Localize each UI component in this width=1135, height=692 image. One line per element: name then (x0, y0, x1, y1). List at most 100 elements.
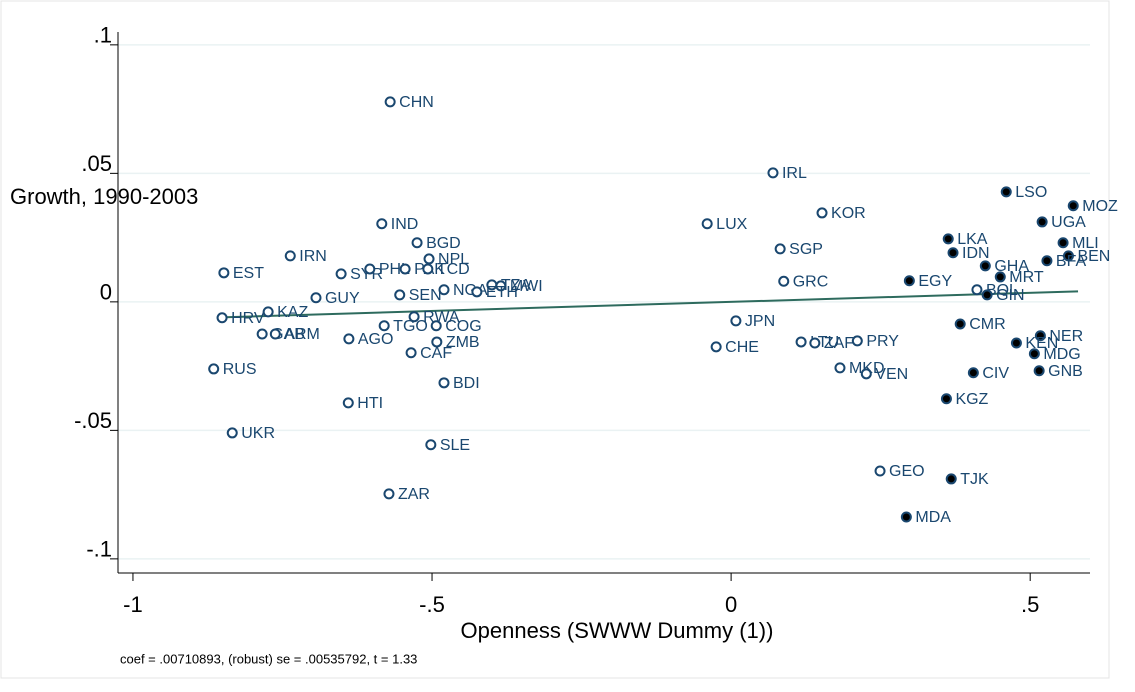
point-label: KAZ (277, 304, 308, 321)
point (1033, 365, 1045, 377)
point-label: ZAR (398, 486, 430, 503)
point (399, 263, 411, 275)
point (1000, 186, 1012, 198)
point-label: ZMB (446, 334, 480, 351)
x-tick-label: 0 (725, 592, 737, 617)
point-label: BFA (1056, 253, 1087, 270)
point-label: KGZ (955, 391, 988, 408)
fit-line (216, 290, 1079, 319)
point-label: CMR (969, 316, 1005, 333)
point (378, 320, 390, 332)
point (701, 218, 713, 230)
point (431, 336, 443, 348)
point (971, 284, 983, 296)
point-label: IND (391, 216, 419, 233)
point-label: IDN (962, 245, 990, 262)
point-label: RWA (423, 309, 460, 326)
point (262, 306, 274, 318)
point-label: BOL (986, 282, 1018, 299)
point-label: TZA (501, 277, 532, 294)
y-tick-label: .05 (81, 151, 112, 176)
point (874, 465, 886, 477)
y-tick-label: 0 (100, 280, 112, 305)
point (979, 260, 991, 272)
point-label: MWI (510, 278, 543, 295)
point-label: UGA (1051, 214, 1086, 231)
point-label: GHA (994, 258, 1029, 275)
point-label: SEN (409, 287, 442, 304)
y-axis-label: Growth, 1990-2003 (10, 184, 198, 209)
point (942, 233, 954, 245)
point-label: RUS (223, 361, 257, 378)
point-label: SGP (789, 241, 823, 258)
point-label: LSO (1015, 184, 1047, 201)
point-label: EGY (918, 273, 952, 290)
point-label: GUY (325, 290, 360, 307)
point (981, 289, 993, 301)
point-label: MOZ (1082, 198, 1118, 215)
point-label: NER (1049, 328, 1083, 345)
point (1062, 250, 1074, 262)
point-label: CHE (725, 339, 759, 356)
point (471, 286, 483, 298)
point (438, 284, 450, 296)
point (423, 253, 435, 265)
point (430, 320, 442, 332)
point (284, 250, 296, 262)
point-label: BDI (453, 375, 480, 392)
point (342, 397, 354, 409)
point-label: GNB (1048, 363, 1083, 380)
point (310, 292, 322, 304)
point-label: JPN (745, 313, 775, 330)
point (1028, 348, 1040, 360)
point (816, 207, 828, 219)
x-axis-label: Openness (SWWW Dummy (1)) (461, 618, 774, 643)
point (208, 363, 220, 375)
point-label: BEN (1077, 248, 1110, 265)
point-label: CHN (399, 94, 434, 111)
point (903, 275, 915, 287)
point-label: PRY (866, 333, 899, 350)
point-label: GAB (271, 326, 305, 343)
x-tick-label: -1 (123, 592, 143, 617)
point (809, 337, 821, 349)
point-label: MRT (1009, 269, 1044, 286)
y-tick-label: .1 (94, 23, 112, 48)
point (405, 347, 417, 359)
x-tick-label: .5 (1021, 592, 1039, 617)
point (1067, 200, 1079, 212)
point-label: GIN (996, 287, 1024, 304)
point-label: GRC (793, 274, 829, 291)
point-label: MLI (1072, 235, 1099, 252)
point-label: KEN (1025, 335, 1058, 352)
point-label: NPL (438, 251, 469, 268)
point (269, 328, 281, 340)
point (422, 263, 434, 275)
point-label: TCD (437, 261, 470, 278)
point-label: CIV (982, 365, 1009, 382)
point (495, 280, 507, 292)
point (851, 335, 863, 347)
point (408, 311, 420, 323)
point (226, 427, 238, 439)
point-label: EST (233, 265, 264, 282)
point (967, 367, 979, 379)
point-label: MDG (1043, 346, 1080, 363)
point-label: ARM (284, 326, 320, 343)
point-label: CAF (420, 345, 452, 362)
point-label: IRN (299, 248, 327, 265)
point (860, 368, 872, 380)
point (425, 439, 437, 451)
point-label: BGD (426, 235, 461, 252)
point-label: ZAF (824, 335, 854, 352)
point-label: NGA (453, 282, 488, 299)
point-label: LKA (957, 231, 988, 248)
point-label: COG (445, 318, 481, 335)
point (900, 511, 912, 523)
graph-region (0, 0, 1110, 679)
point (216, 312, 228, 324)
point-label: TGO (393, 318, 428, 335)
point (795, 336, 807, 348)
point-label: KOR (831, 205, 866, 222)
